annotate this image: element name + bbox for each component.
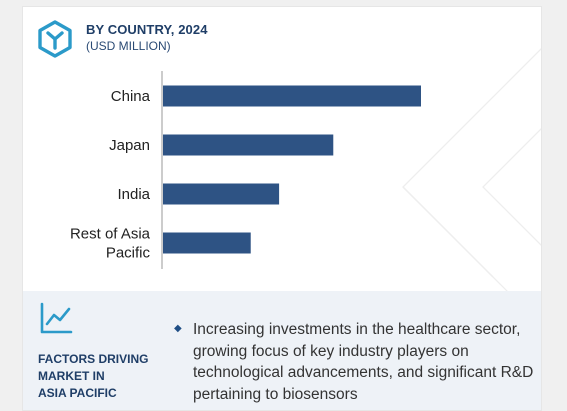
bar-rest-of-asia-pacific <box>163 232 251 254</box>
hexagon-logo-icon <box>38 20 72 58</box>
chart-subtitle: (USD MILLION) <box>86 39 171 53</box>
chart-title: BY COUNTRY, 2024 <box>86 22 208 37</box>
factors-heading: FACTORS DRIVING MARKET IN ASIA PACIFIC <box>38 352 149 400</box>
category-label: Rest of Asia Pacific <box>70 226 151 262</box>
category-label: Japan <box>109 137 150 154</box>
bar-india <box>163 183 280 205</box>
bar-japan <box>163 134 334 156</box>
bar-chart: China Japan India Rest of Asia Pacific <box>70 71 421 269</box>
bar-china <box>163 85 421 107</box>
factor-bullet-text: Increasing investments in the healthcare… <box>193 321 534 403</box>
category-label: India <box>117 186 150 203</box>
report-card: BY COUNTRY, 2024 (USD MILLION) China Japa… <box>22 6 542 411</box>
trend-chart-icon <box>40 302 73 334</box>
factors-panel: FACTORS DRIVING MARKET IN ASIA PACIFIC ◆… <box>23 291 541 410</box>
category-label: China <box>111 88 151 105</box>
diamond-bullet-icon: ◆ <box>174 323 182 334</box>
